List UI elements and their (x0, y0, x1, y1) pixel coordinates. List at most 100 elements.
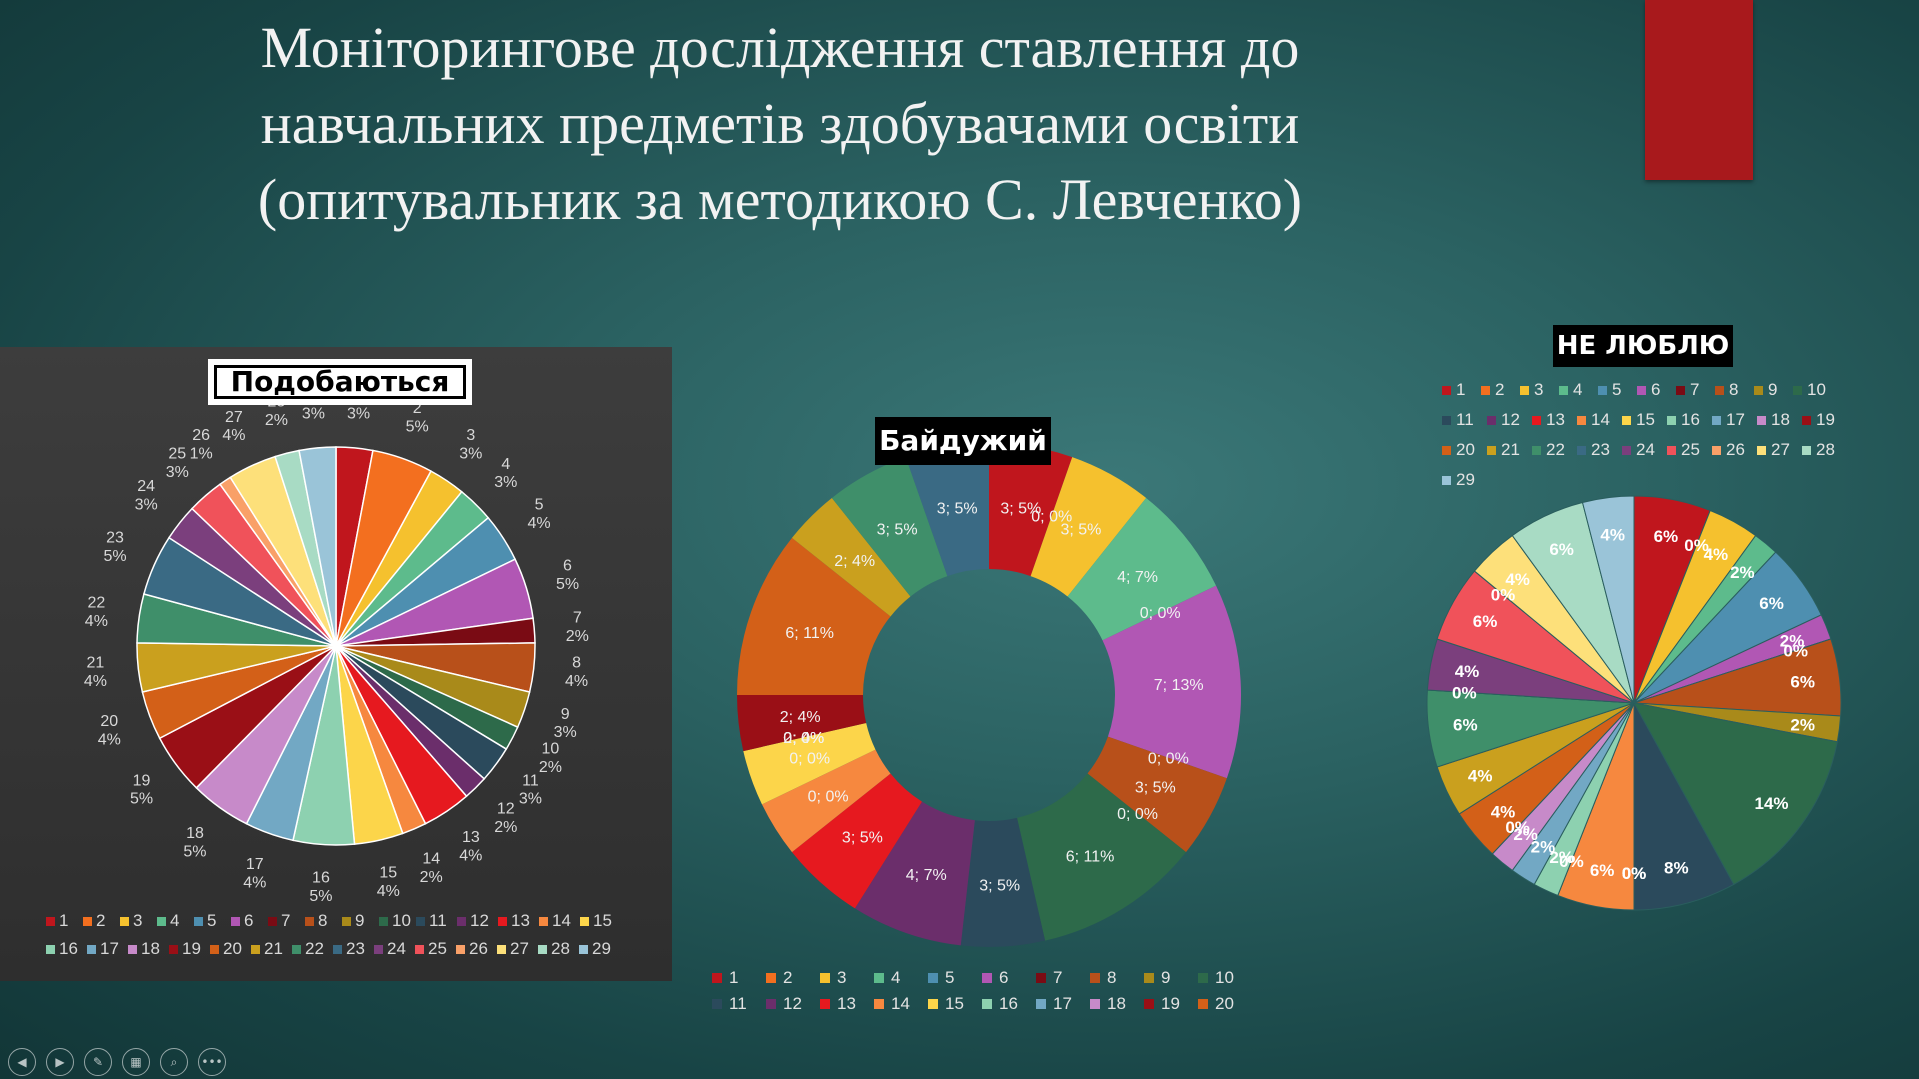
legend-label: 10 (1215, 968, 1234, 987)
legend-item: 10 (379, 911, 416, 931)
legend-swatch (497, 944, 506, 954)
legend-label: 15 (593, 911, 612, 930)
prev-icon[interactable]: ◀ (8, 1048, 36, 1076)
chart-legend: 1 2 3 4 5 6 7 8 9 10 11 12 13 14 15 16 17 18 19 20 21 22 23 24 2… (46, 911, 646, 959)
legend-item: 23 (1577, 440, 1622, 460)
next-icon[interactable]: ▶ (46, 1048, 74, 1076)
legend-item: 3 (120, 911, 157, 931)
data-label-18: 2% (1513, 825, 1538, 844)
legend-swatch (928, 999, 938, 1009)
pie-slice-11 (960, 817, 1046, 947)
data-label-28: 6% (1549, 540, 1574, 559)
legend-label: 4 (1573, 380, 1583, 399)
data-label-16: 0; 0% (783, 730, 824, 747)
data-label-11: 11 3% (519, 772, 542, 807)
legend-item: 4 (157, 911, 194, 931)
legend-label: 15 (945, 994, 964, 1013)
data-label-5: 6% (1759, 594, 1784, 613)
legend-item: 16 (46, 939, 87, 959)
legend-swatch (539, 916, 548, 926)
legend-swatch (820, 973, 830, 983)
zoom-icon[interactable]: ⌕ (160, 1048, 188, 1076)
legend-label: 13 (837, 994, 856, 1013)
legend-item: 28 (1802, 440, 1847, 460)
legend-label: 21 (1501, 440, 1520, 459)
legend-swatch (1598, 385, 1607, 395)
legend-label: 12 (783, 994, 802, 1013)
legend-label: 26 (469, 939, 488, 958)
data-label-10: 10 2% (539, 740, 562, 775)
slides-icon[interactable]: ▦ (122, 1048, 150, 1076)
pie-slices (737, 443, 1241, 947)
legend-item: 26 (1712, 440, 1757, 460)
legend-item: 11 (712, 994, 766, 1014)
more-icon[interactable]: ••• (198, 1048, 226, 1076)
data-label-20: 20 4% (98, 713, 121, 748)
data-label-1: 6% (1654, 527, 1679, 546)
legend-swatch (928, 973, 938, 983)
legend-label: 13 (1546, 410, 1565, 429)
data-label-12: 4; 7% (906, 867, 947, 884)
legend-item: 15 (1622, 410, 1667, 430)
legend-label: 16 (999, 994, 1018, 1013)
data-label-3: 4% (1704, 545, 1729, 564)
legend-swatch (157, 916, 166, 926)
data-label-25: 6% (1473, 612, 1498, 631)
pie-slice-29 (1581, 495, 1635, 704)
pie-slice-4 (1067, 497, 1217, 641)
legend-label: 6 (1651, 380, 1661, 399)
data-label-19: 2; 4% (780, 709, 821, 726)
pie-slice-10 (1017, 773, 1187, 941)
legend-swatch (1757, 445, 1766, 455)
legend-swatch (498, 916, 507, 926)
legend-item: 8 (1090, 968, 1144, 988)
data-label-6: 7; 13% (1154, 677, 1204, 694)
legend-label: 26 (1726, 440, 1745, 459)
data-label-7: 7 2% (566, 609, 589, 644)
legend-swatch (379, 916, 388, 926)
pie-chart-svg: 13%25%33%43%54%65%72%84%93%102%113%122%1… (84, 387, 589, 905)
pie-slice-10 (1633, 702, 1838, 886)
legend-swatch (1036, 999, 1046, 1009)
legend-item: 13 (1532, 410, 1577, 430)
legend-label: 10 (1807, 380, 1826, 399)
legend-swatch (1793, 385, 1802, 395)
data-label-8: 3; 5% (1135, 780, 1176, 797)
data-label-17: 0; 0% (783, 730, 824, 747)
legend-label: 18 (1771, 410, 1790, 429)
data-label-11: 3; 5% (979, 877, 1020, 894)
legend-item: 9 (1144, 968, 1198, 988)
legend-swatch (1198, 999, 1208, 1009)
legend-item: 12 (766, 994, 820, 1014)
legend-swatch (1198, 973, 1208, 983)
pen-icon[interactable]: ✎ (84, 1048, 112, 1076)
legend-swatch (305, 916, 314, 926)
data-label-22: 22 4% (85, 594, 108, 629)
legend-label: 5 (207, 911, 217, 930)
data-label-25: 25 3% (166, 446, 189, 481)
legend-label: 20 (223, 939, 242, 958)
legend-label: 20 (1456, 440, 1475, 459)
data-label-16: 2% (1549, 848, 1574, 867)
legend-swatch (1442, 385, 1451, 395)
legend-swatch (579, 944, 588, 954)
legend-label: 27 (1771, 440, 1790, 459)
legend-label: 9 (1768, 380, 1778, 399)
pie-slice-8 (1087, 736, 1227, 853)
title-line-3: (опитувальник за методикою С. Левченко) (257, 167, 1303, 232)
legend-item: 2 (83, 911, 120, 931)
legend-label: 3 (1534, 380, 1544, 399)
legend-swatch (766, 999, 776, 1009)
legend-item: 6 (982, 968, 1036, 988)
legend-label: 4 (891, 968, 901, 987)
legend-item: 1 (46, 911, 83, 931)
pie-slice-14 (761, 749, 891, 853)
legend-item: 28 (538, 939, 579, 959)
legend-item: 18 (128, 939, 169, 959)
legend-label: 6 (244, 911, 254, 930)
legend-item: 11 (1442, 410, 1487, 430)
chart-title: Байдужий (875, 417, 1051, 465)
legend-label: 28 (1816, 440, 1835, 459)
data-label-5: 5 4% (527, 497, 550, 532)
data-label-14: 14 2% (420, 851, 443, 886)
